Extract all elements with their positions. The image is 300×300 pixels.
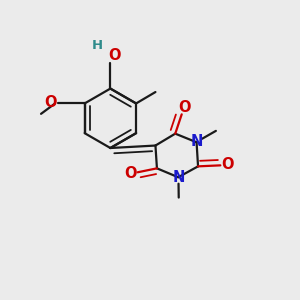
Text: O: O <box>124 166 136 181</box>
Text: N: N <box>191 134 203 149</box>
Text: O: O <box>108 48 121 63</box>
Text: O: O <box>178 100 191 116</box>
Text: O: O <box>221 157 234 172</box>
Text: N: N <box>172 170 185 185</box>
Text: H: H <box>92 40 103 52</box>
Text: O: O <box>45 95 57 110</box>
